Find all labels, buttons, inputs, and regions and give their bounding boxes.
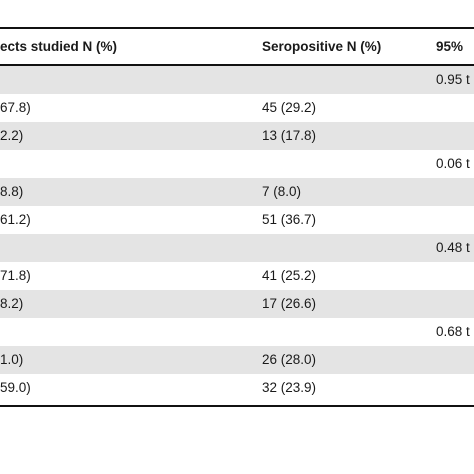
table-row: 71.8) 41 (25.2) [0,262,474,290]
table-row: 0.48 t [0,234,474,262]
cell-subjects-studied: 71.8) [0,268,31,283]
header-95-ci: 95% [436,39,464,54]
cell-subjects-studied: 67.8) [0,100,31,115]
cell-seropositive: 26 (28.0) [262,352,317,367]
cell-seropositive: 41 (25.2) [262,268,317,283]
cell-subjects-studied: 61.2) [0,212,31,227]
cell-subjects-studied: 1.0) [0,352,24,367]
table-row: 8.8) 7 (8.0) [0,178,474,206]
table-row: 8.2) 17 (26.6) [0,290,474,318]
table-row: 59.0) 32 (23.9) [0,374,474,402]
table-row: 0.95 t [0,66,474,94]
cell-seropositive: 7 (8.0) [262,184,302,199]
cell-subjects-studied: 2.2) [0,128,24,143]
table-header-rule [0,64,474,66]
table-row: 0.68 t [0,318,474,346]
cell-seropositive: 51 (36.7) [262,212,317,227]
table-bottom-rule [0,405,474,407]
cell-95-ci: 0.48 t [436,240,470,255]
table-row: 1.0) 26 (28.0) [0,346,474,374]
table-top-rule [0,27,474,29]
cell-95-ci: 0.95 t [436,72,470,87]
table-body: 0.95 t 67.8) 45 (29.2) 2.2) 13 (17.8) 0.… [0,66,474,402]
cell-seropositive: 45 (29.2) [262,100,317,115]
cell-subjects-studied: 59.0) [0,380,31,395]
table-row: 0.06 t [0,150,474,178]
table-header-row: ects studied N (%) Seropositive N (%) 95… [0,29,474,64]
table-row: 2.2) 13 (17.8) [0,122,474,150]
header-subjects-studied: ects studied N (%) [0,39,118,54]
cell-95-ci: 0.68 t [436,324,470,339]
header-seropositive: Seropositive N (%) [262,39,382,54]
cell-seropositive: 13 (17.8) [262,128,317,143]
cell-subjects-studied: 8.2) [0,296,24,311]
cell-seropositive: 32 (23.9) [262,380,317,395]
cell-subjects-studied: 8.8) [0,184,24,199]
table-row: 67.8) 45 (29.2) [0,94,474,122]
cell-95-ci: 0.06 t [436,156,470,171]
table-row: 61.2) 51 (36.7) [0,206,474,234]
cell-seropositive: 17 (26.6) [262,296,317,311]
